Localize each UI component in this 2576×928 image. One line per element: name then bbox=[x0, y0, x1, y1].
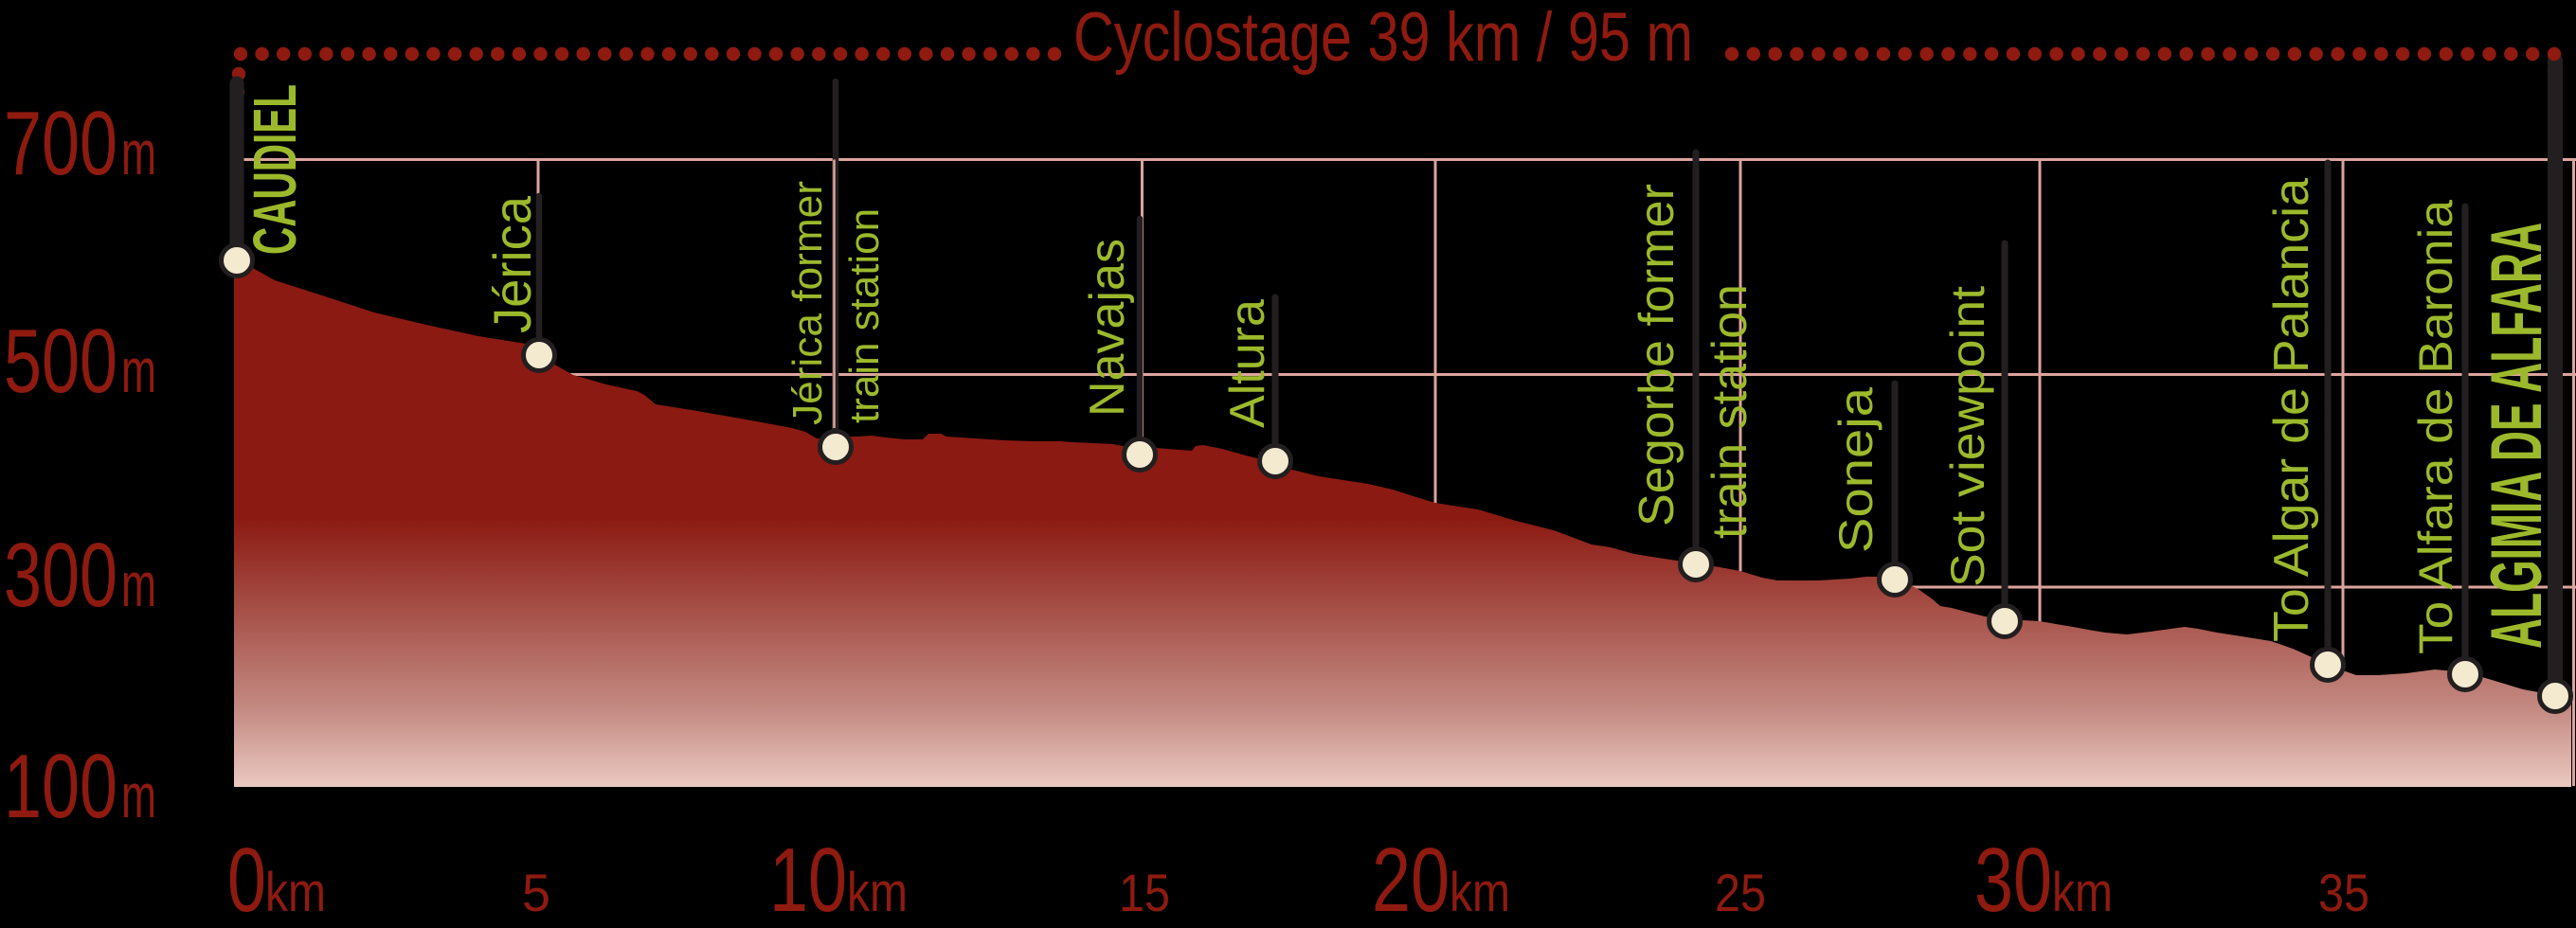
svg-text:train station: train station bbox=[1702, 284, 1757, 539]
svg-text:Jérica: Jérica bbox=[482, 195, 542, 333]
svg-text:100: 100 bbox=[4, 736, 117, 837]
svg-text:500: 500 bbox=[4, 311, 117, 412]
svg-text:10: 10 bbox=[769, 830, 847, 928]
svg-text:m: m bbox=[121, 549, 156, 619]
svg-text:Altura: Altura bbox=[1220, 299, 1275, 428]
svg-text:km: km bbox=[847, 862, 908, 923]
svg-text:20: 20 bbox=[1372, 830, 1450, 928]
svg-text:Soneja: Soneja bbox=[1829, 387, 1882, 553]
svg-text:m: m bbox=[121, 760, 156, 830]
svg-text:CAUDIEL: CAUDIEL bbox=[241, 84, 309, 255]
svg-text:300: 300 bbox=[4, 525, 117, 626]
svg-text:km: km bbox=[1450, 862, 1510, 923]
svg-text:15: 15 bbox=[1119, 863, 1170, 922]
svg-text:m: m bbox=[121, 117, 156, 187]
svg-text:Jérica former: Jérica former bbox=[784, 181, 831, 425]
svg-text:train station: train station bbox=[841, 208, 888, 423]
svg-text:Sot viewpoint: Sot viewpoint bbox=[1941, 286, 1994, 587]
svg-text:km: km bbox=[2052, 862, 2113, 923]
svg-text:m: m bbox=[121, 335, 156, 405]
svg-text:Cyclostage 39 km / 95 m: Cyclostage 39 km / 95 m bbox=[1073, 0, 1693, 76]
svg-text:To Alfara de Baronia: To Alfara de Baronia bbox=[2409, 200, 2462, 654]
svg-text:5: 5 bbox=[522, 863, 550, 922]
svg-text:35: 35 bbox=[2318, 863, 2369, 922]
svg-text:To Algar de Palancia: To Algar de Palancia bbox=[2264, 178, 2319, 642]
svg-text:Segorbe former: Segorbe former bbox=[1630, 184, 1684, 526]
svg-text:30: 30 bbox=[1974, 830, 2052, 928]
svg-text:25: 25 bbox=[1715, 863, 1766, 922]
svg-text:0: 0 bbox=[227, 830, 266, 928]
svg-text:ALGIMIA DE ALFARA: ALGIMIA DE ALFARA bbox=[2477, 223, 2557, 649]
svg-text:km: km bbox=[265, 862, 326, 923]
svg-text:700: 700 bbox=[4, 93, 117, 194]
svg-text:Navajas: Navajas bbox=[1080, 239, 1135, 417]
